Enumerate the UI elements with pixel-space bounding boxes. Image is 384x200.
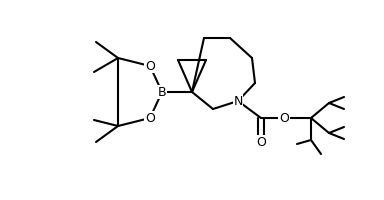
Text: O: O (256, 136, 266, 149)
Text: N: N (233, 95, 243, 108)
Text: O: O (145, 60, 155, 73)
Text: O: O (279, 112, 289, 125)
Text: O: O (145, 112, 155, 125)
Text: B: B (158, 86, 166, 99)
